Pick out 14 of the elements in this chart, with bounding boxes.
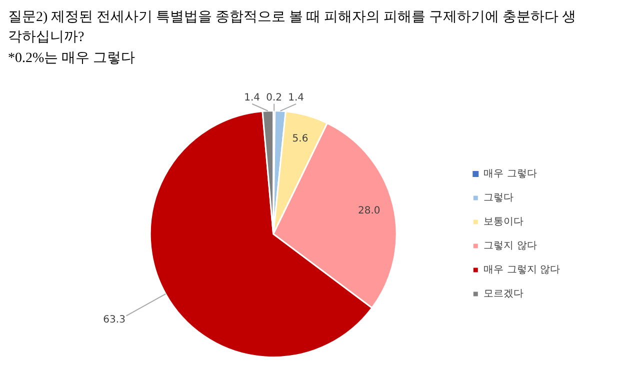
legend-label: 보통이다 (484, 216, 524, 228)
data-label: 5.6 (292, 134, 308, 145)
legend-label: 매우 그렇지 않다 (484, 264, 560, 276)
legend-label: 그렇지 않다 (484, 240, 537, 252)
legend-label: 모르겠다 (484, 288, 524, 300)
legend-label: 그렇다 (484, 192, 514, 204)
legend-label: 매우 그렇다 (484, 168, 537, 180)
data-label: 1.4 (244, 92, 260, 104)
data-label: 63.3 (103, 314, 126, 326)
data-label: 1.4 (288, 92, 304, 104)
data-label: 28.0 (358, 205, 380, 216)
chart-title: 질문2) 제정된 전세사기 특별법을 종합적으로 볼 때 피해자의 피해를 구제하기에 충분하다 생각하십니까? (8, 9, 578, 47)
data-label: 0.2 (266, 92, 282, 104)
chart-subtitle: *0.2%는 매우 그렇다 (8, 50, 136, 68)
